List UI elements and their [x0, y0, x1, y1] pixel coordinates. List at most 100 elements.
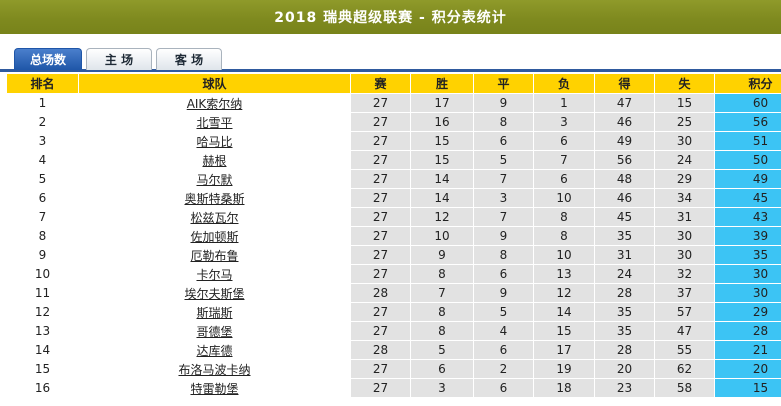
tab-total-label: 总场数 — [29, 53, 66, 67]
cell-lost: 8 — [533, 207, 595, 227]
cell-points: 30 — [714, 283, 781, 303]
cell-points: 39 — [714, 226, 781, 246]
header-drawn[interactable]: 平 — [473, 73, 534, 94]
page-title-bar: 2018 瑞典超级联赛 - 积分表统计 — [0, 0, 781, 34]
cell-rank: 14 — [6, 340, 79, 360]
cell-points: 43 — [714, 207, 781, 227]
cell-won: 14 — [410, 169, 474, 189]
cell-drawn: 9 — [473, 283, 534, 303]
header-goals-against[interactable]: 失 — [654, 73, 715, 94]
team-link[interactable]: AIK索尔纳 — [186, 96, 243, 111]
cell-goals-for: 46 — [594, 112, 655, 132]
team-link[interactable]: 哈马比 — [196, 134, 233, 149]
page-title: 2018 瑞典超级联赛 - 积分表统计 — [274, 10, 507, 26]
cell-goals-for: 28 — [594, 340, 655, 360]
cell-goals-for: 47 — [594, 93, 655, 113]
cell-team: 赫根 — [78, 150, 351, 170]
cell-rank: 3 — [6, 131, 79, 151]
team-link[interactable]: 赫根 — [202, 153, 227, 168]
cell-won: 8 — [410, 321, 474, 341]
table-row: 1 AIK索尔纳 27 17 9 1 47 15 60 — [6, 93, 781, 113]
cell-played: 27 — [350, 93, 411, 113]
cell-team: 哈马比 — [78, 131, 351, 151]
cell-goals-against: 32 — [654, 264, 715, 284]
cell-rank: 13 — [6, 321, 79, 341]
cell-won: 5 — [410, 340, 474, 360]
team-link[interactable]: 佐加顿斯 — [190, 229, 239, 244]
cell-lost: 14 — [533, 302, 595, 322]
table-row: 13 哥德堡 27 8 4 15 35 47 28 — [6, 321, 781, 341]
team-link[interactable]: 奥斯特桑斯 — [184, 191, 245, 206]
cell-rank: 15 — [6, 359, 79, 379]
cell-team: 布洛马波卡纳 — [78, 359, 351, 379]
cell-won: 12 — [410, 207, 474, 227]
cell-lost: 3 — [533, 112, 595, 132]
table-row: 12 斯瑞斯 27 8 5 14 35 57 29 — [6, 302, 781, 322]
team-link[interactable]: 埃尔夫斯堡 — [184, 286, 245, 301]
cell-goals-against: 30 — [654, 131, 715, 151]
header-played[interactable]: 赛 — [350, 73, 411, 94]
standings-body: 1 AIK索尔纳 27 17 9 1 47 15 60 2 北雪平 27 16 8 3 46 25 56 3 哈马比 2… — [6, 93, 781, 398]
team-link[interactable]: 布洛马波卡纳 — [178, 362, 251, 377]
cell-played: 27 — [350, 112, 411, 132]
team-link[interactable]: 斯瑞斯 — [196, 305, 233, 320]
tab-away[interactable]: 客 场 — [156, 48, 222, 70]
team-link[interactable]: 厄勒布鲁 — [190, 248, 239, 263]
cell-rank: 4 — [6, 150, 79, 170]
cell-goals-against: 62 — [654, 359, 715, 379]
team-link[interactable]: 哥德堡 — [196, 324, 233, 339]
cell-won: 15 — [410, 131, 474, 151]
tab-total[interactable]: 总场数 — [14, 48, 82, 70]
tab-home-label: 主 场 — [104, 53, 134, 67]
cell-won: 16 — [410, 112, 474, 132]
cell-points: 20 — [714, 359, 781, 379]
team-link[interactable]: 特雷勒堡 — [190, 381, 239, 396]
cell-played: 27 — [350, 302, 411, 322]
cell-points: 50 — [714, 150, 781, 170]
cell-lost: 8 — [533, 226, 595, 246]
cell-goals-for: 31 — [594, 245, 655, 265]
cell-played: 27 — [350, 378, 411, 398]
cell-lost: 10 — [533, 245, 595, 265]
cell-team: 埃尔夫斯堡 — [78, 283, 351, 303]
header-goals-for[interactable]: 得 — [594, 73, 655, 94]
cell-rank: 8 — [6, 226, 79, 246]
cell-won: 10 — [410, 226, 474, 246]
header-won[interactable]: 胜 — [410, 73, 474, 94]
cell-lost: 13 — [533, 264, 595, 284]
cell-lost: 19 — [533, 359, 595, 379]
cell-played: 28 — [350, 283, 411, 303]
cell-played: 27 — [350, 264, 411, 284]
cell-drawn: 7 — [473, 207, 534, 227]
cell-played: 27 — [350, 169, 411, 189]
team-link[interactable]: 松兹瓦尔 — [190, 210, 239, 225]
cell-goals-against: 24 — [654, 150, 715, 170]
cell-goals-for: 56 — [594, 150, 655, 170]
cell-rank: 2 — [6, 112, 79, 132]
header-points[interactable]: 积分 — [714, 73, 781, 94]
tab-home[interactable]: 主 场 — [86, 48, 152, 70]
cell-lost: 17 — [533, 340, 595, 360]
cell-goals-against: 30 — [654, 245, 715, 265]
table-row: 9 厄勒布鲁 27 9 8 10 31 30 35 — [6, 245, 781, 265]
team-link[interactable]: 北雪平 — [196, 115, 233, 130]
cell-team: AIK索尔纳 — [78, 93, 351, 113]
header-lost[interactable]: 负 — [533, 73, 595, 94]
table-row: 6 奥斯特桑斯 27 14 3 10 46 34 45 — [6, 188, 781, 208]
table-row: 10 卡尔马 27 8 6 13 24 32 30 — [6, 264, 781, 284]
header-team[interactable]: 球队 — [78, 73, 351, 94]
cell-team: 松兹瓦尔 — [78, 207, 351, 227]
team-link[interactable]: 达库德 — [196, 343, 233, 358]
cell-rank: 10 — [6, 264, 79, 284]
cell-played: 28 — [350, 340, 411, 360]
team-link[interactable]: 卡尔马 — [196, 267, 233, 282]
cell-points: 15 — [714, 378, 781, 398]
cell-drawn: 9 — [473, 226, 534, 246]
cell-drawn: 3 — [473, 188, 534, 208]
cell-points: 28 — [714, 321, 781, 341]
header-rank[interactable]: 排名 — [6, 73, 79, 94]
cell-played: 27 — [350, 188, 411, 208]
cell-lost: 1 — [533, 93, 595, 113]
team-link[interactable]: 马尔默 — [196, 172, 233, 187]
cell-won: 9 — [410, 245, 474, 265]
